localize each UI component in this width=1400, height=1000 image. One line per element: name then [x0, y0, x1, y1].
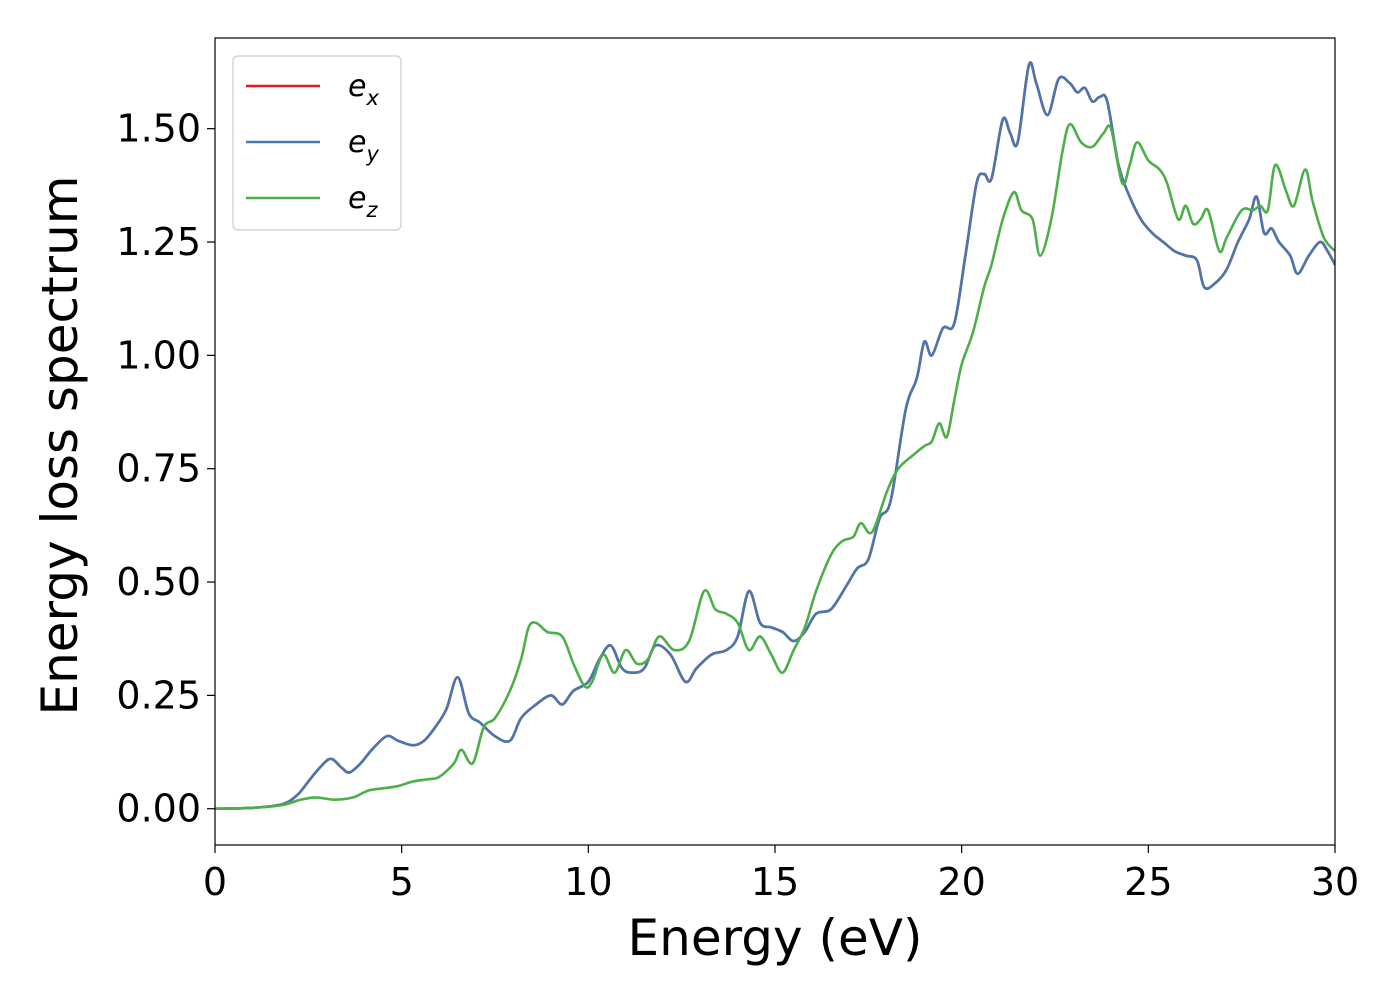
- legend-label: ey: [348, 125, 379, 166]
- y-tick-label: 1.00: [116, 333, 201, 377]
- x-axis-label: Energy (eV): [628, 909, 923, 967]
- y-tick-label: 1.25: [116, 220, 201, 264]
- x-tick-label: 20: [937, 860, 985, 904]
- legend: ex ey ez: [232, 55, 402, 231]
- series-line-y: [215, 61, 1335, 811]
- series-line-z: [215, 122, 1335, 811]
- x-tick-label: 30: [1311, 860, 1359, 904]
- x-tick-label: 0: [203, 860, 227, 904]
- x-axis: 0 5 10 15 20 25 30: [203, 845, 1359, 904]
- x-tick-label: 15: [751, 860, 799, 904]
- y-axis-label: Energy loss spectrum: [31, 175, 89, 715]
- x-tick-label: 5: [390, 860, 414, 904]
- x-tick-label: 10: [564, 860, 612, 904]
- legend-item-z: ez: [246, 181, 378, 222]
- legend-label: ez: [348, 181, 378, 222]
- y-tick-label: 0.75: [116, 447, 201, 491]
- y-axis: 0.00 0.25 0.50 0.75 1.00 1.25 1.50: [116, 107, 215, 831]
- y-tick-label: 0.25: [116, 673, 201, 717]
- legend-label: ex: [348, 69, 379, 110]
- y-tick-label: 0.50: [116, 560, 201, 604]
- legend-item-x: ex: [246, 69, 379, 110]
- x-tick-label: 25: [1124, 860, 1172, 904]
- legend-item-y: ey: [246, 125, 379, 166]
- y-tick-label: 1.50: [116, 107, 201, 151]
- series-layer: [215, 61, 1335, 811]
- y-tick-label: 0.00: [116, 787, 201, 831]
